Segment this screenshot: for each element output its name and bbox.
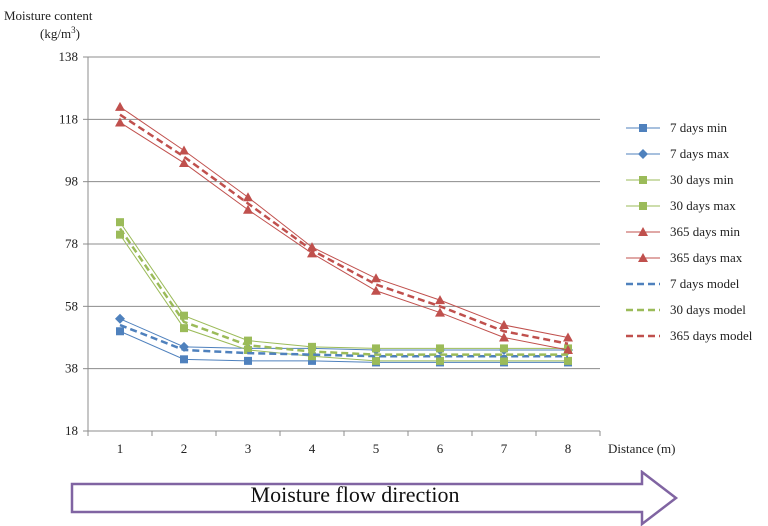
data-point	[499, 332, 509, 342]
x-tick-label: 5	[373, 441, 380, 456]
x-tick-label: 4	[309, 441, 316, 456]
legend-label: 7 days max	[670, 146, 730, 161]
data-point	[115, 117, 125, 127]
data-point	[563, 332, 573, 342]
legend-marker	[638, 149, 648, 159]
series-line	[119, 318, 568, 351]
legend-marker	[639, 202, 647, 210]
data-point	[179, 145, 189, 155]
legend-label: 30 days min	[670, 172, 734, 187]
data-point	[435, 307, 445, 317]
data-point	[115, 101, 125, 111]
data-point	[116, 218, 124, 227]
legend-label: 365 days model	[670, 328, 753, 343]
series-lines	[115, 101, 573, 367]
series-line	[119, 113, 569, 345]
data-point	[371, 285, 381, 295]
data-point	[179, 157, 189, 167]
data-point	[244, 356, 252, 365]
y-axis-title: Moisture content	[4, 8, 93, 23]
series-line	[119, 122, 569, 351]
series-line	[118, 227, 568, 356]
data-point	[372, 356, 380, 365]
series-line	[119, 330, 568, 363]
data-point	[371, 273, 381, 283]
series-line	[119, 323, 568, 358]
data-point	[115, 313, 125, 324]
x-axis-title: Distance (m)	[608, 441, 676, 456]
data-point	[243, 192, 253, 202]
data-point	[435, 295, 445, 305]
legend-marker	[638, 227, 648, 236]
legend-label: 7 days model	[670, 276, 740, 291]
y-tick-label: 118	[59, 111, 78, 126]
data-point	[499, 320, 509, 330]
y-tick-label: 138	[59, 49, 79, 64]
data-point	[436, 344, 444, 353]
x-tick-label: 6	[437, 441, 444, 456]
legend-label: 365 days min	[670, 224, 741, 239]
data-point	[308, 352, 316, 361]
x-tick-label: 3	[245, 441, 252, 456]
y-axis-title-line1: Moisture content	[4, 8, 93, 23]
data-point	[180, 355, 188, 364]
x-tick-label: 8	[565, 441, 572, 456]
y-tick-label: 18	[65, 423, 78, 438]
data-point	[372, 344, 380, 353]
legend-marker	[638, 253, 648, 262]
data-point	[308, 356, 316, 365]
y-tick-label: 78	[65, 236, 78, 251]
data-point	[243, 204, 253, 214]
gridlines	[88, 56, 600, 370]
legend: 7 days min 7 days max 30 days min 30 days m…	[626, 120, 753, 343]
arrow-shape	[70, 470, 679, 526]
data-point	[564, 356, 572, 365]
data-point	[500, 356, 508, 365]
legend-label: 30 days max	[670, 198, 736, 213]
legend-label: 30 days model	[670, 302, 746, 317]
data-point	[563, 344, 573, 354]
data-point	[500, 344, 508, 353]
legend-marker	[639, 176, 647, 184]
x-tick-label: 2	[181, 441, 188, 456]
series-line	[119, 106, 569, 338]
data-point	[308, 342, 316, 351]
data-point	[307, 248, 317, 258]
series-line	[119, 234, 568, 362]
data-point	[180, 324, 188, 333]
data-point	[116, 327, 124, 336]
x-tick-label: 7	[501, 441, 508, 456]
y-tick-label: 98	[65, 174, 78, 189]
y-tick-label: 58	[65, 298, 78, 313]
x-tick-label: 1	[117, 441, 124, 456]
y-tick-label: 38	[65, 361, 78, 376]
data-point	[180, 311, 188, 320]
data-point	[436, 356, 444, 365]
y-axis-unit: (kg/m3)	[40, 25, 80, 41]
legend-label: 7 days min	[670, 120, 728, 135]
data-point	[244, 345, 252, 354]
series-line	[119, 221, 568, 349]
data-point	[116, 230, 124, 239]
data-point	[244, 336, 252, 345]
flow-direction-arrow	[70, 470, 679, 526]
legend-marker	[639, 124, 647, 132]
legend-label: 365 days max	[670, 250, 743, 265]
flow-direction-label: Moisture flow direction	[250, 482, 460, 507]
